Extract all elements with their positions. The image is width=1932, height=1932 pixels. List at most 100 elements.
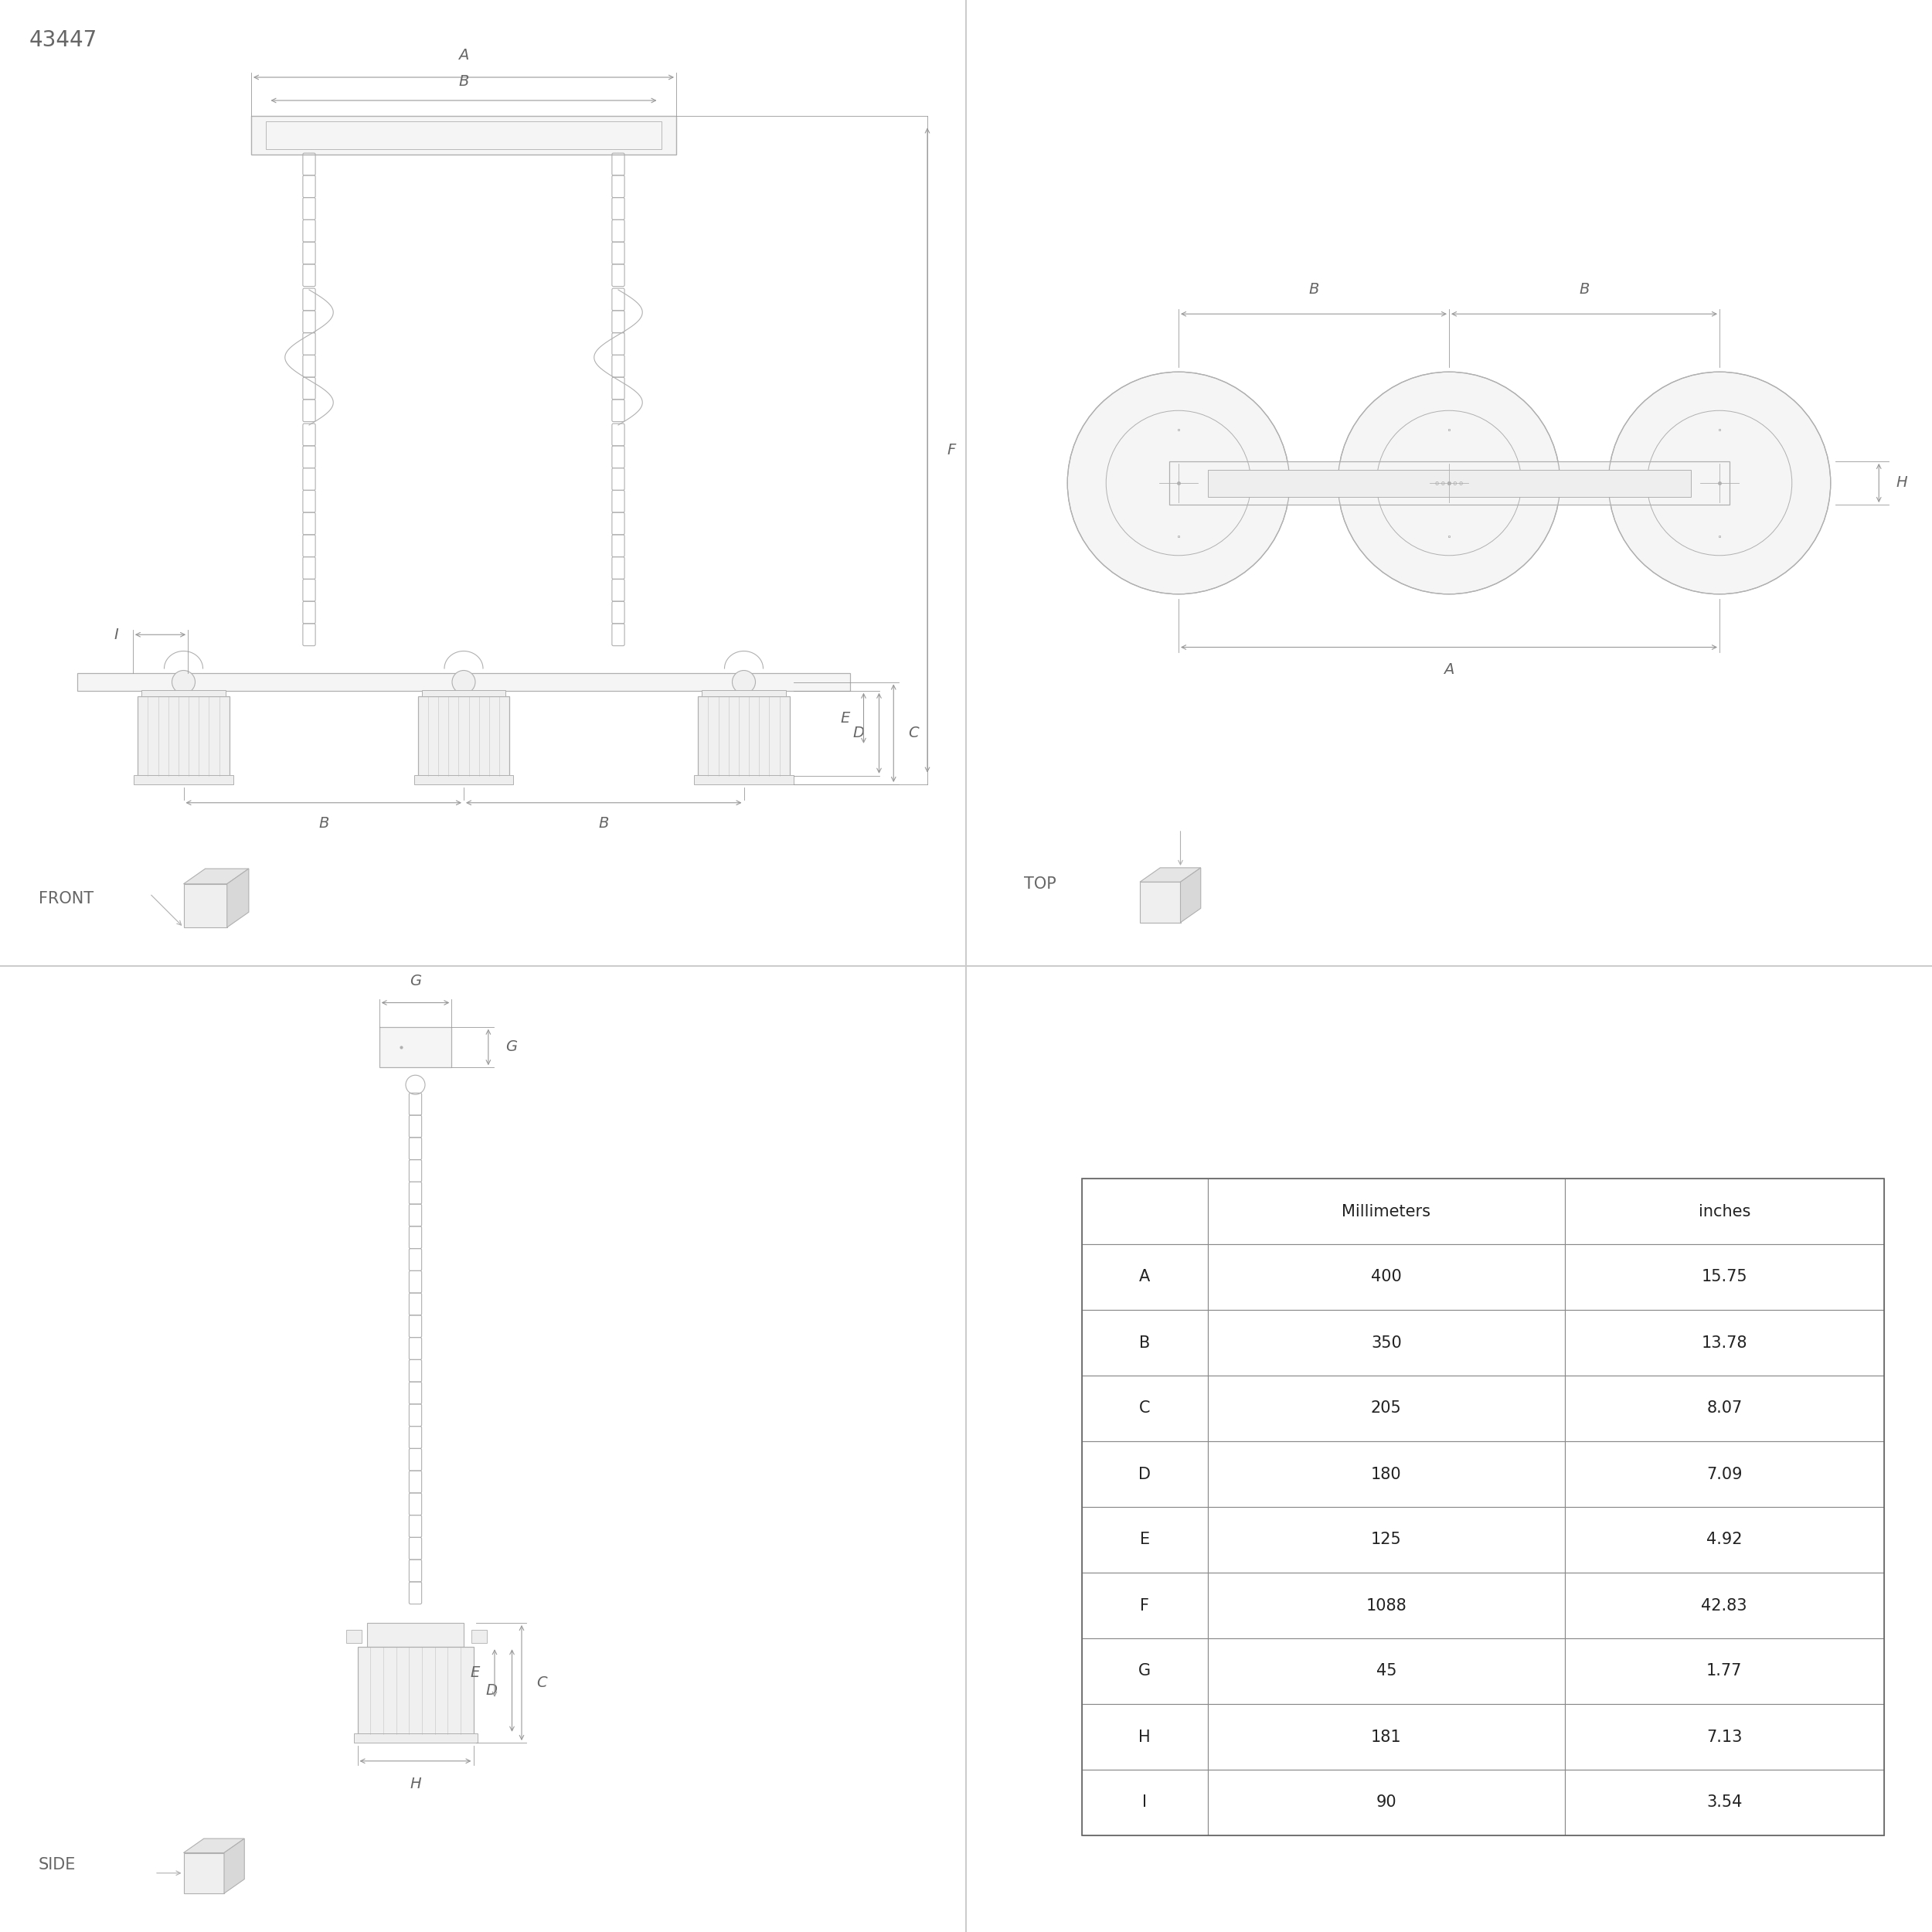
Bar <box>133 775 234 784</box>
Bar <box>1208 1244 1565 1310</box>
Text: H: H <box>1897 475 1907 491</box>
Bar <box>1208 1376 1565 1441</box>
Bar <box>1565 1770 1884 1835</box>
Bar <box>1208 1507 1565 1573</box>
Bar <box>1208 1770 1565 1835</box>
Bar <box>141 690 226 696</box>
Text: G: G <box>410 974 421 987</box>
Text: inches: inches <box>1698 1204 1750 1219</box>
Bar <box>1082 1704 1208 1770</box>
Bar <box>421 690 506 696</box>
Bar <box>251 116 676 155</box>
Bar <box>697 696 790 775</box>
Text: 13.78: 13.78 <box>1702 1335 1747 1350</box>
Bar <box>1208 1638 1565 1704</box>
Circle shape <box>1066 371 1291 595</box>
Polygon shape <box>228 869 249 927</box>
Circle shape <box>1337 371 1561 595</box>
Text: C: C <box>1140 1401 1150 1416</box>
Text: B: B <box>1578 282 1590 296</box>
Bar <box>137 696 230 775</box>
Bar <box>1082 1376 1208 1441</box>
Text: 8.07: 8.07 <box>1706 1401 1743 1416</box>
Bar <box>1565 1376 1884 1441</box>
Text: E: E <box>471 1665 479 1681</box>
Text: 1.77: 1.77 <box>1706 1663 1743 1679</box>
Text: G: G <box>1138 1663 1151 1679</box>
Bar <box>379 1028 452 1066</box>
Text: 125: 125 <box>1372 1532 1401 1548</box>
Bar <box>1169 462 1729 504</box>
Text: 4.92: 4.92 <box>1706 1532 1743 1548</box>
Text: F: F <box>1140 1598 1150 1613</box>
Circle shape <box>452 670 475 694</box>
Bar <box>1565 1638 1884 1704</box>
Text: 7.09: 7.09 <box>1706 1466 1743 1482</box>
Bar <box>1082 1507 1208 1573</box>
Bar <box>1082 1179 1884 1835</box>
Text: E: E <box>1140 1532 1150 1548</box>
Text: SIDE: SIDE <box>39 1857 75 1872</box>
Bar <box>267 122 661 149</box>
Text: D: D <box>1138 1466 1151 1482</box>
Bar <box>1082 1179 1208 1244</box>
Text: 1088: 1088 <box>1366 1598 1406 1613</box>
Bar <box>1082 1573 1208 1638</box>
Bar <box>1565 1179 1884 1244</box>
Bar <box>1208 469 1690 497</box>
Circle shape <box>172 670 195 694</box>
Polygon shape <box>1140 867 1202 881</box>
Bar <box>367 1623 464 1646</box>
Bar <box>1565 1244 1884 1310</box>
Text: G: G <box>506 1039 518 1055</box>
Circle shape <box>732 670 755 694</box>
Bar <box>1565 1573 1884 1638</box>
Bar <box>1082 1441 1208 1507</box>
Bar <box>1565 1507 1884 1573</box>
Text: o o o o o: o o o o o <box>1435 479 1463 487</box>
Text: TOP: TOP <box>1024 877 1057 893</box>
Polygon shape <box>1180 867 1202 922</box>
Text: B: B <box>1140 1335 1150 1350</box>
Circle shape <box>1607 371 1832 595</box>
Text: E: E <box>840 711 850 726</box>
Text: F: F <box>947 442 956 458</box>
Bar <box>77 672 850 690</box>
Text: 3.54: 3.54 <box>1706 1795 1743 1810</box>
Bar <box>694 775 794 784</box>
Bar <box>1082 1638 1208 1704</box>
Text: A: A <box>1140 1269 1150 1285</box>
Text: A: A <box>458 48 469 62</box>
Polygon shape <box>224 1839 243 1893</box>
Bar <box>701 690 786 696</box>
Bar <box>471 1631 487 1642</box>
Text: B: B <box>1308 282 1320 296</box>
Text: 181: 181 <box>1372 1729 1401 1745</box>
Text: I: I <box>1142 1795 1148 1810</box>
Text: B: B <box>458 73 469 89</box>
Text: C: C <box>537 1675 547 1690</box>
Text: 350: 350 <box>1372 1335 1401 1350</box>
Bar <box>357 1646 473 1735</box>
Bar <box>1208 1441 1565 1507</box>
Bar <box>1208 1704 1565 1770</box>
Polygon shape <box>184 869 249 885</box>
Text: Millimeters: Millimeters <box>1341 1204 1430 1219</box>
Bar <box>354 1733 477 1743</box>
Text: I: I <box>114 628 118 641</box>
Text: 45: 45 <box>1376 1663 1397 1679</box>
Text: 42.83: 42.83 <box>1702 1598 1747 1613</box>
Bar <box>1208 1179 1565 1244</box>
Polygon shape <box>1140 881 1180 922</box>
Bar <box>1565 1441 1884 1507</box>
Text: 15.75: 15.75 <box>1702 1269 1747 1285</box>
Bar <box>1208 1573 1565 1638</box>
Text: B: B <box>319 815 328 831</box>
Polygon shape <box>184 1853 224 1893</box>
Bar <box>1565 1704 1884 1770</box>
Text: 205: 205 <box>1372 1401 1401 1416</box>
Bar <box>1208 1310 1565 1376</box>
Text: H: H <box>1138 1729 1151 1745</box>
Bar <box>1565 1310 1884 1376</box>
Text: A: A <box>1443 663 1455 678</box>
